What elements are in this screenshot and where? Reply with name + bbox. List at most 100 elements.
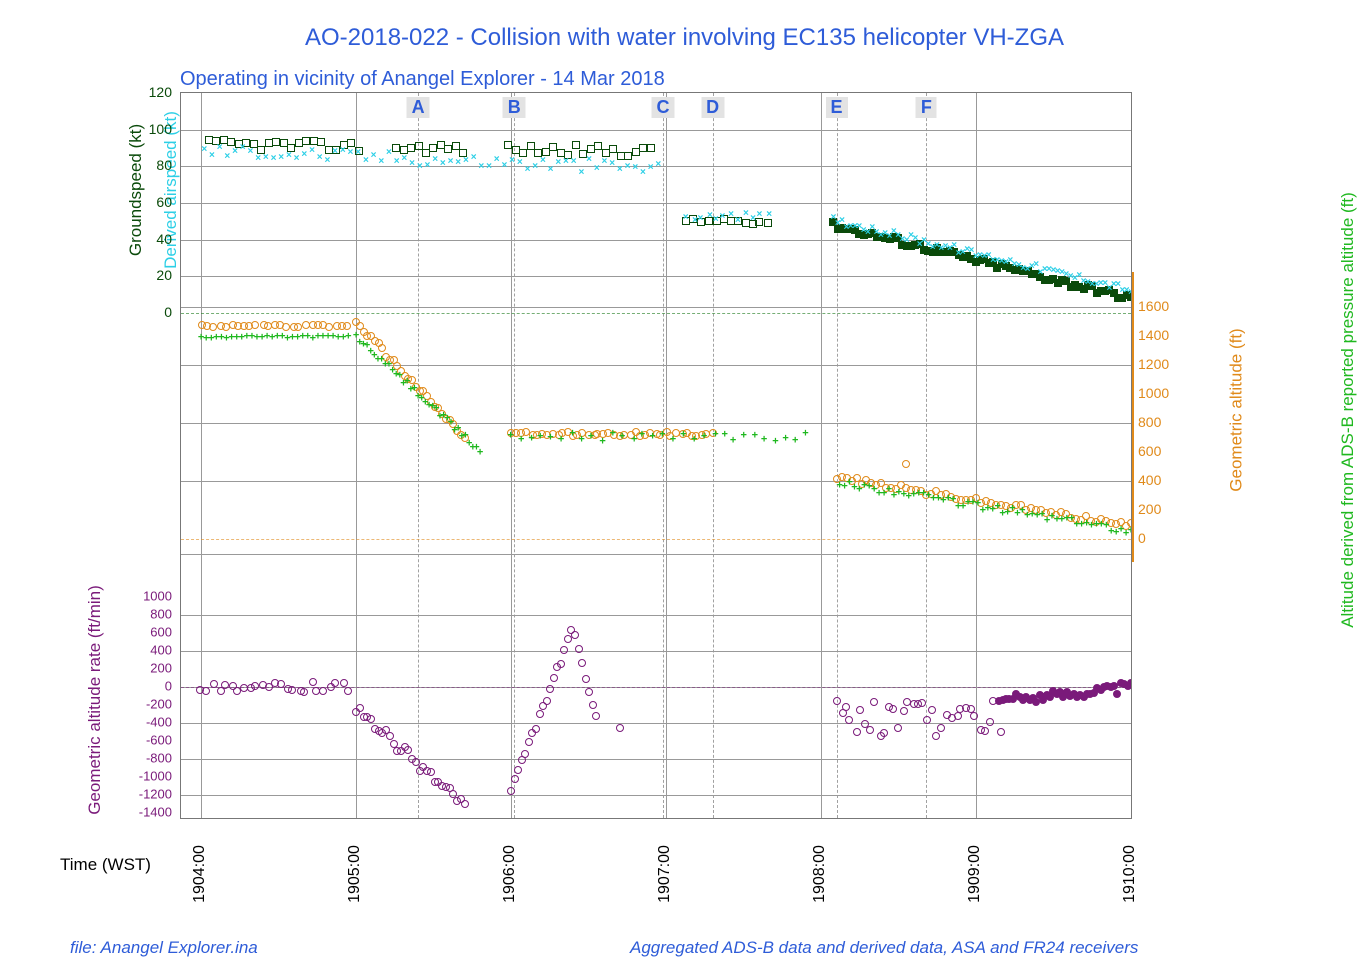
data-point (229, 321, 237, 329)
data-point: + (289, 336, 295, 341)
data-point (360, 713, 368, 721)
grid-h (181, 203, 1131, 204)
grid-v (356, 93, 357, 818)
data-point: + (915, 491, 921, 496)
data-point (367, 332, 375, 340)
data-point: + (901, 492, 907, 497)
data-point (916, 240, 924, 248)
data-point (1005, 695, 1013, 703)
data-point (220, 136, 228, 144)
data-point (967, 255, 975, 263)
data-point (977, 499, 985, 507)
data-point (198, 321, 206, 329)
data-point: × (525, 168, 531, 172)
data-point: + (610, 431, 616, 436)
data-point: × (586, 158, 592, 162)
data-point: × (990, 259, 996, 263)
data-point (234, 322, 242, 330)
data-point: × (1085, 281, 1091, 285)
data-point (610, 431, 618, 439)
data-point (946, 247, 954, 255)
data-point (1043, 691, 1051, 699)
data-point: × (440, 162, 446, 166)
data-point: × (1115, 283, 1121, 287)
data-point (910, 700, 918, 708)
data-point: × (861, 229, 867, 233)
data-point (1022, 506, 1030, 514)
data-point (247, 684, 255, 692)
data-point: + (980, 508, 986, 513)
data-point (727, 217, 735, 225)
data-point (928, 706, 936, 714)
data-point (1046, 693, 1054, 701)
data-point (578, 429, 586, 437)
data-point (894, 724, 902, 732)
data-point (1073, 693, 1081, 701)
data-point (1016, 693, 1024, 701)
data-point: + (876, 491, 882, 496)
data-point: + (470, 445, 476, 450)
data-point (981, 727, 989, 735)
data-point: × (956, 252, 962, 256)
ytick-altitude: 1000 (1138, 385, 1169, 401)
data-point: × (340, 149, 346, 153)
data-point (954, 712, 962, 720)
data-point: + (1083, 521, 1089, 526)
data-point: × (371, 154, 377, 158)
data-point (282, 323, 290, 331)
data-point: + (1009, 507, 1015, 512)
data-point (240, 322, 248, 330)
data-point (877, 732, 885, 740)
data-point (982, 497, 990, 505)
data-point (449, 420, 457, 428)
data-point: + (294, 335, 300, 340)
data-point (698, 431, 706, 439)
data-point: × (934, 244, 940, 248)
data-point (842, 703, 850, 711)
data-point: × (848, 225, 854, 229)
data-point (260, 321, 268, 329)
data-point: + (389, 369, 395, 374)
data-point (1097, 515, 1105, 523)
data-point: × (951, 244, 957, 248)
event-marker-F (926, 93, 927, 818)
data-point (240, 684, 248, 692)
data-point: + (233, 335, 239, 340)
data-point (434, 404, 442, 412)
data-point (317, 138, 325, 146)
data-point (371, 725, 379, 733)
data-point (995, 697, 1003, 705)
data-point: × (378, 160, 384, 164)
data-point: × (1059, 271, 1065, 275)
footer-source: Aggregated ADS-B data and derived data, … (630, 938, 1138, 958)
data-point (1127, 679, 1132, 687)
data-point (512, 146, 520, 154)
data-point (542, 148, 550, 156)
data-point (646, 429, 654, 437)
data-point: + (588, 434, 594, 439)
data-point (360, 328, 368, 336)
data-point (641, 431, 649, 439)
data-point (514, 766, 522, 774)
data-point: + (1113, 530, 1119, 535)
data-point (404, 746, 412, 754)
ytick-rate: 800 (150, 607, 172, 622)
data-point: × (994, 259, 1000, 263)
data-point: × (294, 157, 300, 161)
data-point (591, 431, 599, 439)
ytick-rate: 400 (150, 643, 172, 658)
data-point: × (750, 217, 756, 221)
data-point (325, 146, 333, 154)
data-point: × (719, 215, 725, 219)
data-point: + (994, 504, 1000, 509)
data-point (862, 476, 870, 484)
data-point (713, 217, 721, 225)
data-point (558, 429, 566, 437)
data-point (1113, 690, 1121, 698)
data-point (423, 392, 431, 400)
data-point (927, 490, 935, 498)
data-point (679, 430, 687, 438)
data-point: + (1118, 528, 1124, 533)
data-point (386, 732, 394, 740)
data-point: + (1093, 523, 1099, 528)
